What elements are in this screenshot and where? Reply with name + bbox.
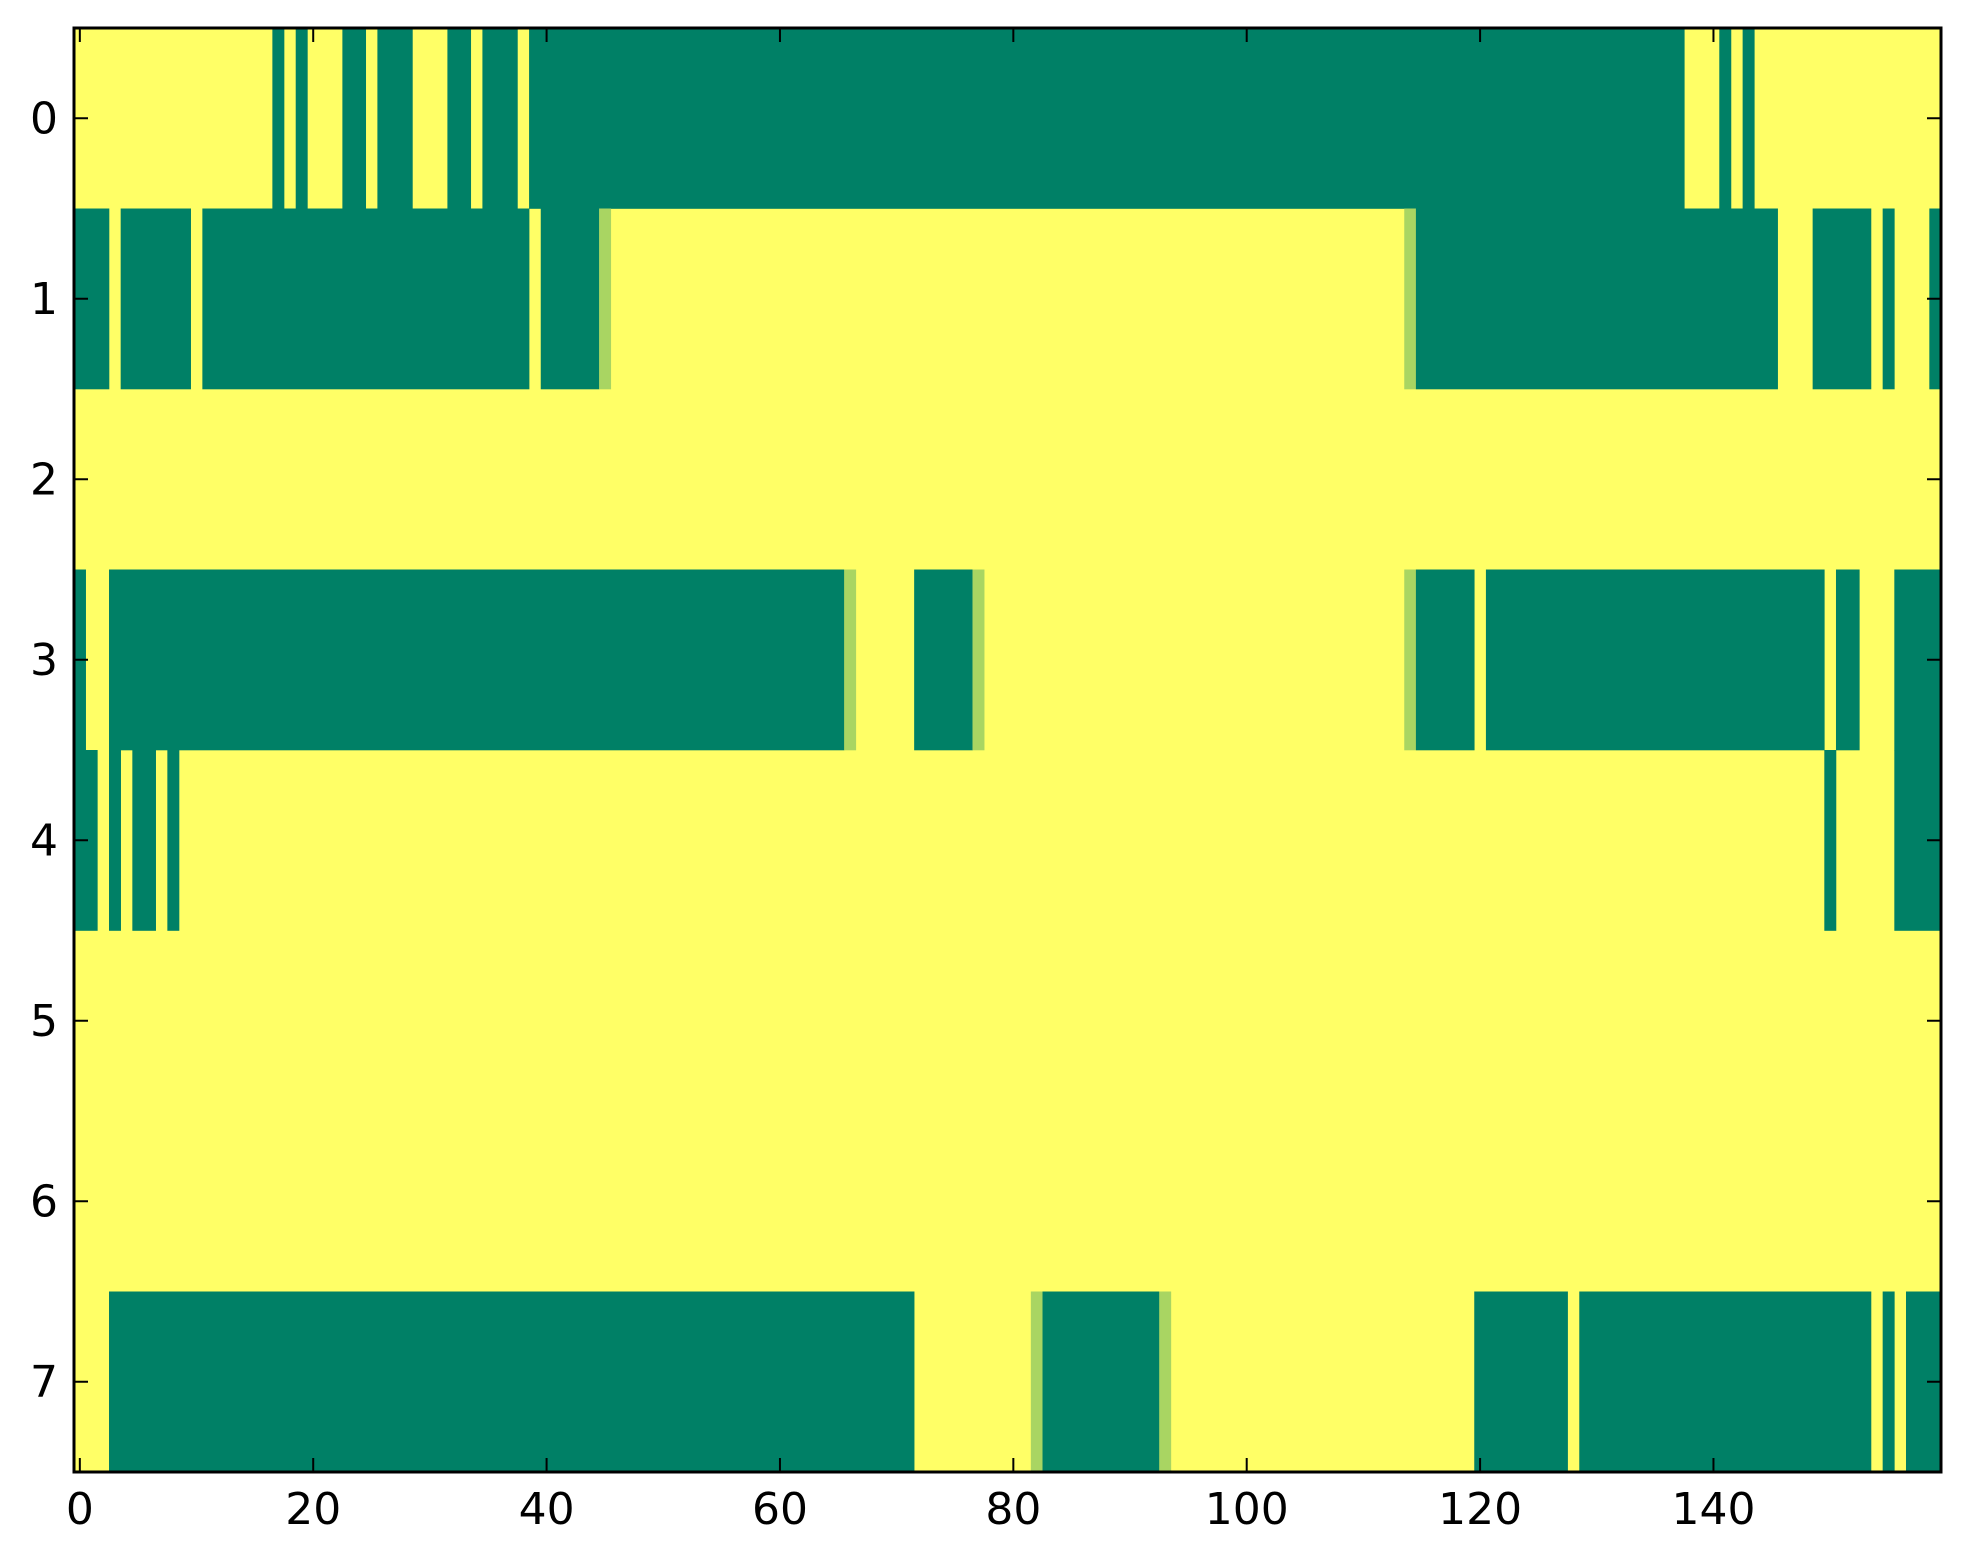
heatmap-cell-run [1882, 1291, 1895, 1473]
heatmap-cell-run [120, 208, 191, 390]
heatmap-cell-run [1159, 1291, 1172, 1473]
plot-frame [72, 26, 1943, 1474]
heatmap-cell-run [295, 28, 308, 209]
heatmap-cell-run [167, 750, 180, 931]
heatmap-cell-run [1474, 1291, 1568, 1473]
heatmap-cell-run [1404, 208, 1417, 390]
heatmap-cell-run [1742, 28, 1755, 209]
y-tick-label: 1 [30, 274, 58, 325]
x-tick-labels: 0 20 40 60 80 100 120 140 [66, 1484, 1756, 1535]
x-tick-label: 0 [66, 1484, 94, 1535]
y-tick-label: 2 [30, 454, 58, 505]
heatmap-cell-run [447, 28, 472, 209]
x-tick-label: 40 [519, 1484, 575, 1535]
heatmap-cell-run [972, 569, 985, 751]
heatmap-cell-run [1042, 1291, 1160, 1473]
y-tick-label: 0 [30, 93, 58, 144]
heatmap-cell-run [540, 208, 600, 390]
heatmap-cell-run [844, 569, 857, 751]
x-tick-label: 60 [752, 1484, 808, 1535]
heatmap-cell-run [1404, 569, 1417, 751]
heatmap-cell-run [1824, 750, 1837, 931]
heatmap-cell-run [1835, 569, 1860, 751]
x-tick-label: 20 [285, 1484, 341, 1535]
heatmap-cell-run [599, 208, 612, 390]
y-tick-label: 5 [30, 996, 58, 1047]
x-tick-label: 120 [1438, 1484, 1522, 1535]
heatmap-cell-run [1415, 208, 1778, 390]
heatmap-cell-run [109, 1291, 915, 1473]
heatmap-cell-run [1030, 1291, 1043, 1473]
heatmap-cell-run [1882, 208, 1895, 390]
heatmap-cell-run [1415, 569, 1475, 751]
heatmap-cells [74, 28, 1942, 1473]
heatmap-cell-run [1485, 569, 1825, 751]
y-tick-label: 6 [30, 1176, 58, 1227]
heatmap-cell-run [529, 28, 1685, 209]
heatmap-cell-run [342, 28, 367, 209]
heatmap-cell-run [109, 750, 121, 931]
heatmap-cell-run [377, 28, 413, 209]
heatmap-cell-run [272, 28, 285, 209]
y-tick-labels: 0 1 2 3 4 5 6 7 [30, 93, 58, 1408]
x-tick-label: 140 [1671, 1484, 1755, 1535]
y-tick-label: 3 [30, 635, 58, 686]
x-tick-label: 80 [985, 1484, 1041, 1535]
y-tick-label: 4 [30, 815, 58, 866]
heatmap-cell-run [1579, 1291, 1872, 1473]
heatmap-cell-run [914, 569, 973, 751]
heatmap-cell-run [109, 569, 845, 751]
heatmap-cell-run [202, 208, 530, 390]
heatmap-cell-run [1812, 208, 1872, 390]
heatmap-cell-run [482, 28, 518, 209]
axis-ticks [74, 28, 1941, 1472]
heatmap-cell-run [132, 750, 156, 931]
x-tick-label: 100 [1205, 1484, 1289, 1535]
y-tick-label: 7 [30, 1357, 58, 1408]
heatmap-cell-run [1719, 28, 1732, 209]
